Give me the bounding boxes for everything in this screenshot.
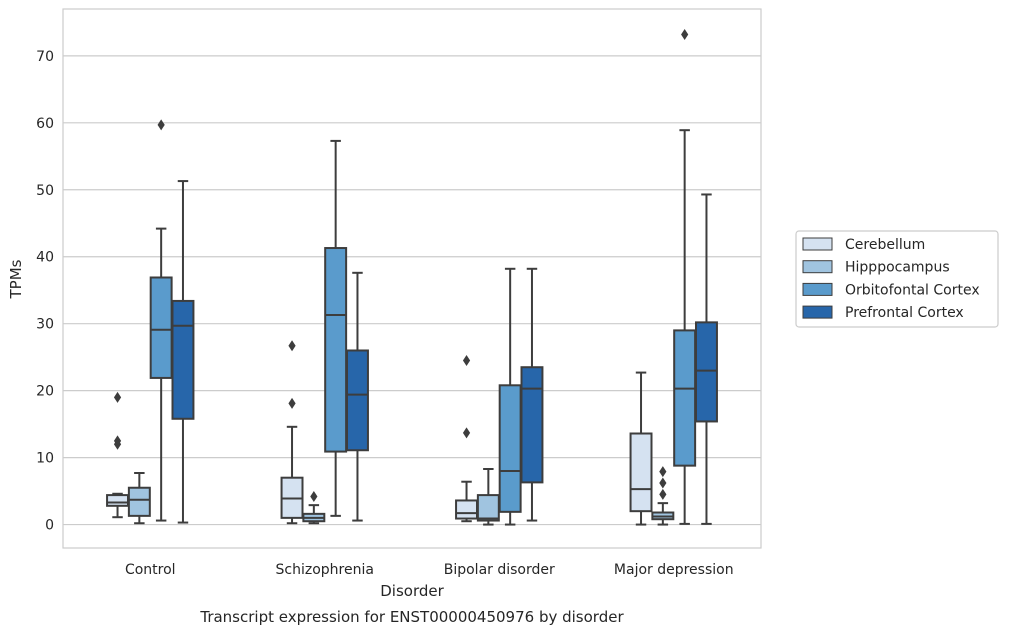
outlier-point <box>288 340 296 352</box>
outlier-point <box>659 477 667 489</box>
box-cerebellum <box>280 340 304 525</box>
outlier-point <box>288 397 296 409</box>
box-cerebellum <box>106 391 130 519</box>
y-tick-label: 50 <box>36 183 54 199</box>
box-orbitofontal-cortex <box>324 139 348 517</box>
box-iqr <box>629 432 653 513</box>
y-tick-label: 60 <box>36 116 54 132</box>
box-iqr <box>694 321 718 423</box>
box-hipppocampus <box>302 490 326 525</box>
legend-label: Hipppocampus <box>845 260 950 276</box>
boxes <box>106 28 718 526</box>
x-tick-label: Control <box>125 562 176 578</box>
legend-swatch <box>802 282 833 296</box>
y-tick-label: 40 <box>36 250 54 266</box>
box-orbitofontal-cortex <box>149 119 173 522</box>
outlier-point <box>113 438 122 450</box>
y-tick-label: 30 <box>36 317 54 333</box>
box-prefrontal-cortex <box>171 180 195 524</box>
outlier-point <box>681 28 689 40</box>
box-cerebellum <box>455 355 479 523</box>
box-iqr <box>127 486 151 517</box>
box-hipppocampus <box>651 466 675 526</box>
y-tick-label: 70 <box>36 49 54 65</box>
legend-label: Cerebellum <box>845 237 925 253</box>
box-iqr <box>345 349 369 452</box>
x-axis-label: Disorder <box>380 582 444 600</box>
box-orbitofontal-cortex <box>498 267 522 526</box>
x-axis-ticks: Control Schizophrenia Bipolar disorder Majo… <box>125 562 734 578</box>
outlier-point <box>113 391 122 403</box>
outlier-point <box>659 488 667 500</box>
chart-caption: Transcript expression for ENST0000045097… <box>199 608 624 626</box>
y-tick-label: 20 <box>36 384 54 400</box>
box-iqr <box>149 276 173 379</box>
x-tick-label: Bipolar disorder <box>444 562 555 578</box>
legend-swatch <box>802 305 833 319</box>
outlier-point <box>157 119 165 131</box>
box-prefrontal-cortex <box>520 267 544 522</box>
box-iqr <box>171 299 195 420</box>
box-iqr <box>520 366 544 484</box>
box-orbitofontal-cortex <box>673 28 697 525</box>
box-iqr <box>324 247 348 453</box>
box-prefrontal-cortex <box>345 271 369 522</box>
box-iqr <box>106 494 130 507</box>
y-tick-label: 10 <box>36 451 54 467</box>
box-prefrontal-cortex <box>694 193 718 525</box>
legend-label: Orbitofontal Cortex <box>845 282 980 298</box>
y-axis-ticks: 0 10 20 30 40 50 60 70 <box>36 49 54 534</box>
plot-area-frame <box>62 8 762 549</box>
x-tick-label: Major depression <box>614 562 734 578</box>
outlier-point <box>659 466 667 478</box>
box-iqr <box>498 384 522 513</box>
legend-label: Prefrontal Cortex <box>845 305 964 321</box>
box-iqr <box>673 329 697 467</box>
box-iqr <box>455 499 479 520</box>
outlier-point <box>310 490 318 502</box>
box-hipppocampus <box>476 467 500 526</box>
box-hipppocampus <box>127 472 151 525</box>
legend-swatch <box>802 237 833 251</box>
y-tick-label: 0 <box>45 518 54 534</box>
outlier-point <box>462 355 471 367</box>
x-tick-label: Schizophrenia <box>276 562 374 578</box>
outlier-point <box>462 427 471 439</box>
legend-swatch <box>802 260 833 274</box>
legend: Cerebellum Hipppocampus Orbitofontal Corte… <box>795 230 999 328</box>
box-iqr <box>476 494 500 522</box>
box-cerebellum <box>629 371 653 526</box>
y-axis-label: TPMs <box>7 259 25 299</box>
legend-frame <box>795 230 999 328</box>
